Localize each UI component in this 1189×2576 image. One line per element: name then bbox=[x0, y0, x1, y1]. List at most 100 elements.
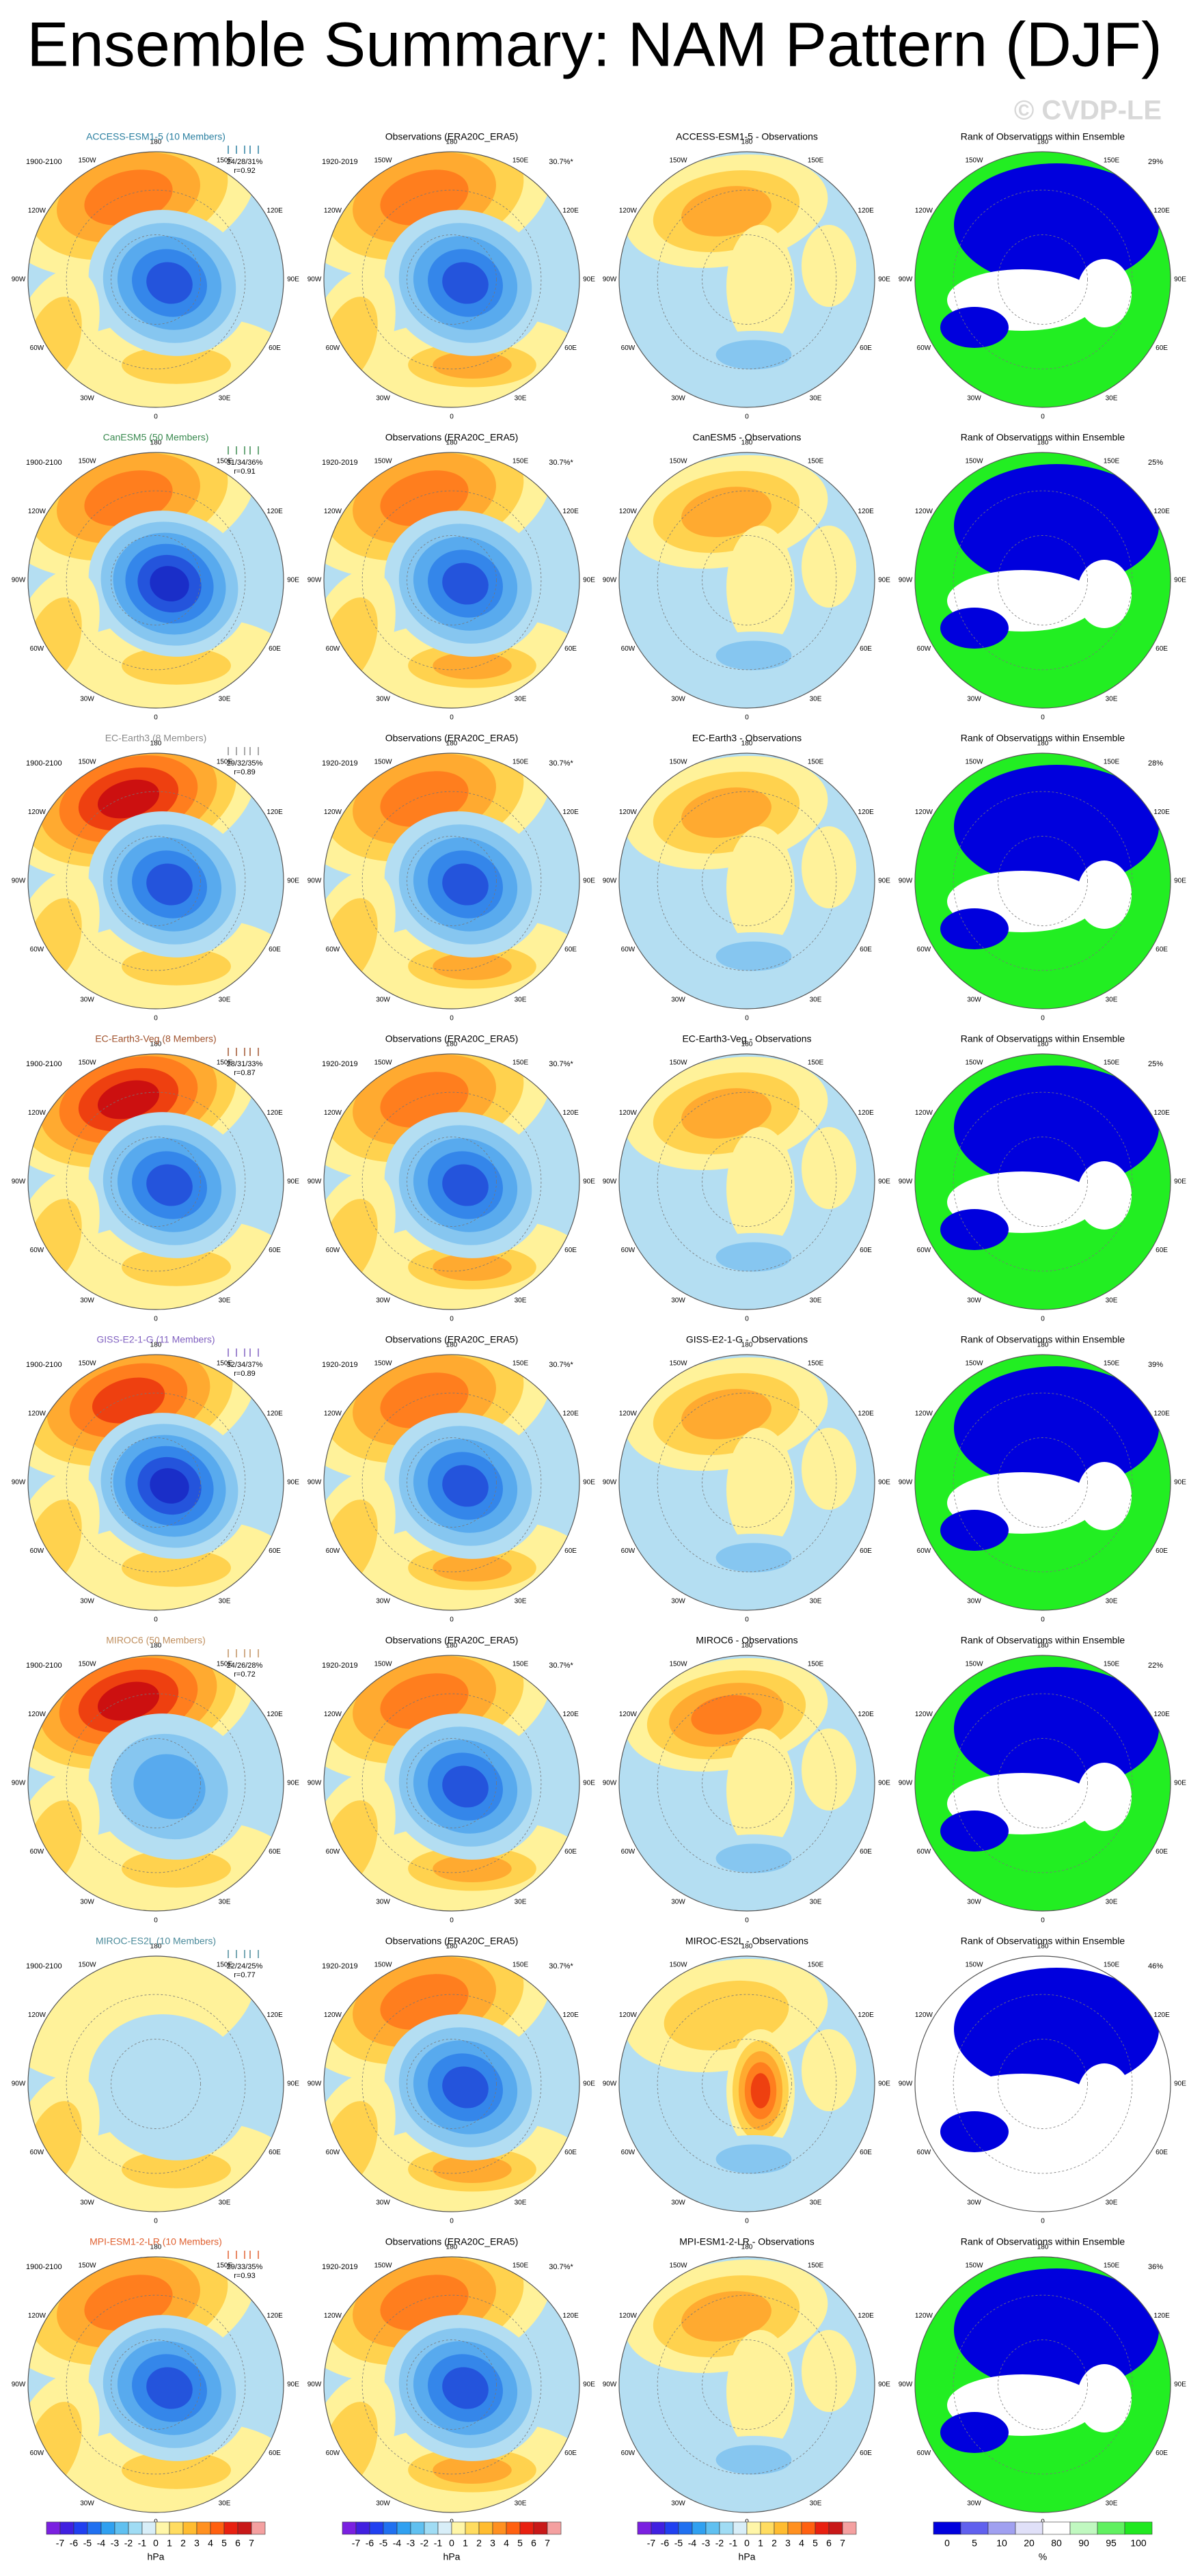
corr: r=0.92 bbox=[234, 167, 256, 175]
map bbox=[324, 2257, 579, 2512]
map bbox=[915, 1355, 1171, 1610]
lon-label: 150W bbox=[78, 157, 96, 165]
lon-label: 30E bbox=[1106, 1598, 1118, 1605]
lat-line bbox=[953, 2294, 1133, 2475]
lon-label: 90E bbox=[287, 878, 299, 885]
rank-pct: 36% bbox=[1148, 2263, 1163, 2271]
lon-label: 90E bbox=[287, 1178, 299, 1186]
lon-label: 150E bbox=[1104, 1360, 1120, 1368]
lat-line bbox=[111, 1738, 201, 1828]
map bbox=[324, 1355, 579, 1610]
lon-label: 60W bbox=[621, 645, 636, 653]
lon-label: 180 bbox=[741, 139, 753, 146]
lon-label: 90W bbox=[12, 1178, 26, 1186]
lon-label: 180 bbox=[1037, 1041, 1049, 1048]
lon-label: 60E bbox=[860, 2450, 872, 2457]
diff-title: MPI-ESM1-2-LR - Observations bbox=[679, 2236, 815, 2247]
lat-line bbox=[998, 836, 1088, 926]
colorbar-box bbox=[787, 2521, 802, 2535]
colorbar-label: -1 bbox=[729, 2538, 738, 2549]
rank-patch bbox=[940, 1510, 1009, 1551]
lat-line bbox=[702, 1437, 792, 1528]
rank-pct: 46% bbox=[1148, 1962, 1163, 1970]
contour bbox=[433, 1253, 512, 1281]
lat-line bbox=[111, 535, 201, 625]
lon-label: 30W bbox=[376, 1297, 390, 1305]
stats: 22/24/25% bbox=[227, 1962, 263, 1970]
lon-label: 90W bbox=[308, 276, 322, 284]
lat-line bbox=[657, 1092, 837, 1272]
lon-label: 150E bbox=[808, 458, 824, 465]
lon-label: 30E bbox=[1106, 996, 1118, 1004]
map bbox=[324, 452, 579, 708]
lon-label: 150W bbox=[374, 2262, 392, 2270]
model-title: GISS-E2-1-G (11 Members) bbox=[96, 1334, 215, 1345]
lon-label: 90W bbox=[899, 1479, 913, 1487]
lon-label: 30E bbox=[810, 2199, 822, 2207]
lon-label: 90E bbox=[878, 2080, 890, 2088]
contour bbox=[133, 1754, 206, 1819]
lat-line bbox=[111, 2340, 201, 2430]
obs-period: 1920-2019 bbox=[322, 2263, 358, 2271]
lon-label: 30W bbox=[671, 1899, 685, 1906]
lon-label: 90E bbox=[287, 276, 299, 284]
lon-label: 180 bbox=[150, 1342, 162, 1349]
lon-label: 90W bbox=[899, 1178, 913, 1186]
contour bbox=[442, 1465, 489, 1507]
colorbar-box bbox=[664, 2521, 679, 2535]
lon-label: 150E bbox=[217, 1360, 233, 1368]
stats: 29/32/35% bbox=[227, 759, 263, 768]
rank-title: Rank of Observations within Ensemble bbox=[961, 2236, 1125, 2247]
contour bbox=[715, 2445, 792, 2475]
lon-label: 90W bbox=[899, 1780, 913, 1787]
lon-label: 60E bbox=[860, 1547, 872, 1555]
rank-patch bbox=[954, 464, 1159, 587]
lon-label: 120E bbox=[266, 2011, 283, 2019]
contour bbox=[750, 2073, 771, 2109]
contour bbox=[802, 526, 856, 608]
lat-line bbox=[66, 490, 246, 670]
lon-label: 60W bbox=[30, 344, 44, 352]
map bbox=[619, 1655, 875, 1911]
lon-label: 60W bbox=[621, 946, 636, 953]
lon-label: 180 bbox=[446, 1943, 458, 1951]
contour bbox=[726, 826, 795, 949]
lat-line bbox=[66, 791, 246, 971]
map bbox=[619, 152, 875, 407]
colorbar-box bbox=[210, 2521, 225, 2535]
colorbar-box bbox=[760, 2521, 775, 2535]
lon-label: 180 bbox=[1037, 139, 1049, 146]
map bbox=[915, 2257, 1171, 2512]
lon-label: 60E bbox=[860, 1848, 872, 1856]
lat-line bbox=[953, 791, 1133, 971]
lon-label: 90E bbox=[1174, 878, 1186, 885]
lon-label: 30W bbox=[376, 1598, 390, 1605]
lon-label: 30W bbox=[967, 2199, 981, 2207]
lon-label: 120E bbox=[1153, 207, 1170, 215]
map-border bbox=[323, 1053, 580, 1310]
lon-label: 30E bbox=[1106, 2199, 1118, 2207]
lon-label: 30W bbox=[671, 1297, 685, 1305]
lat-line bbox=[407, 535, 497, 625]
lon-label: 120W bbox=[915, 1109, 933, 1117]
colorbar-label: -3 bbox=[111, 2538, 120, 2549]
rank-patch bbox=[1077, 259, 1132, 327]
lon-label: 0 bbox=[450, 2218, 454, 2225]
lon-label: 150W bbox=[669, 2262, 687, 2270]
corr: r=0.89 bbox=[234, 1370, 256, 1378]
contour bbox=[715, 2144, 792, 2174]
lon-label: 120W bbox=[324, 1410, 342, 1418]
lon-label: 120E bbox=[1153, 1109, 1170, 1117]
map bbox=[28, 1956, 284, 2212]
lon-label: 30W bbox=[80, 2199, 94, 2207]
contour bbox=[122, 647, 231, 685]
lon-label: 120E bbox=[858, 2011, 874, 2019]
rank-patch bbox=[940, 2111, 1009, 2152]
lon-label: 120W bbox=[28, 809, 46, 816]
lon-label: 30W bbox=[671, 2199, 685, 2207]
contour bbox=[122, 1248, 231, 1286]
lat-line bbox=[998, 2039, 1088, 2129]
map bbox=[915, 1956, 1171, 2212]
lon-label: 90W bbox=[603, 2080, 617, 2088]
colorbar-label: 7 bbox=[249, 2538, 254, 2549]
